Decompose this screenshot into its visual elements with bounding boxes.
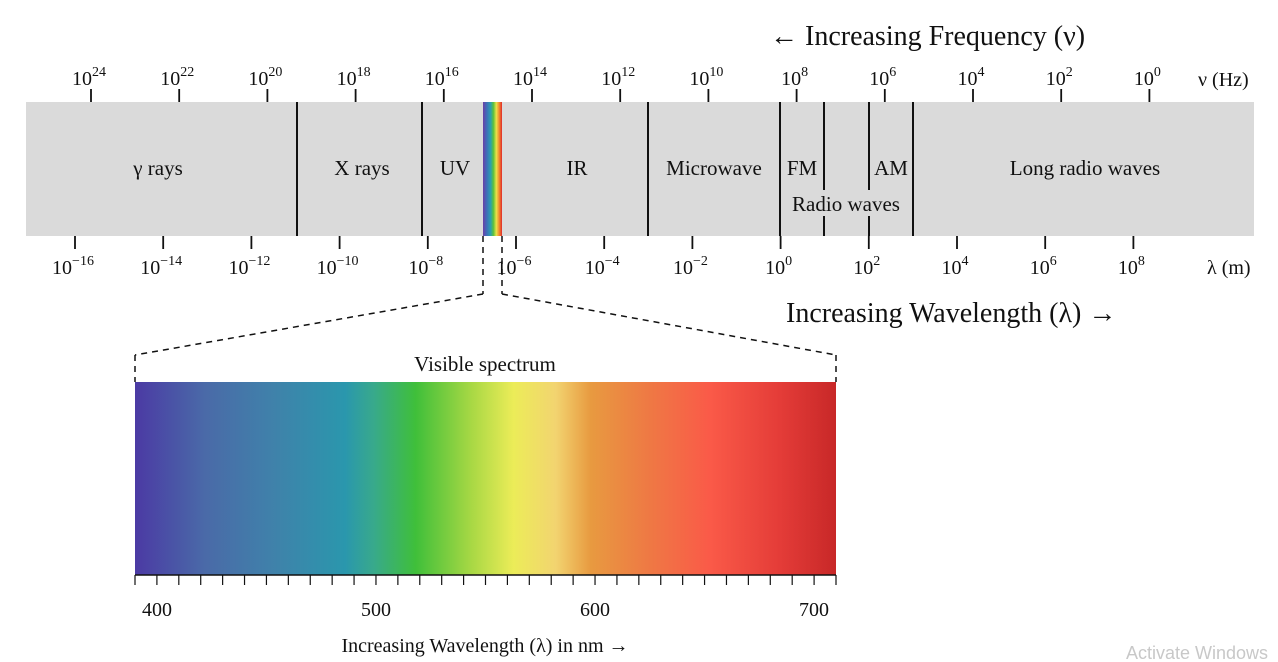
band-label-xray: X rays xyxy=(334,156,389,180)
wavelength-tick-label: 102 xyxy=(853,254,880,279)
zoom-right-diagonal xyxy=(501,293,837,356)
wavelength-tick-label: 100 xyxy=(765,254,792,279)
wavelength-axis-title: Increasing Wavelength (λ) → xyxy=(786,298,1116,329)
frequency-tick-label: 1010 xyxy=(689,65,723,90)
frequency-tick-label: 1012 xyxy=(601,65,635,90)
visible-axis-ticks xyxy=(134,575,837,585)
frequency-tick-label: 1018 xyxy=(337,65,371,90)
spectrum-band xyxy=(26,102,1254,236)
frequency-tick-label: 1014 xyxy=(513,65,547,90)
wavelength-tick-label: 106 xyxy=(1030,254,1057,279)
frequency-tick-label: 1016 xyxy=(425,65,459,90)
wavelength-unit-label: λ (m) xyxy=(1207,257,1251,279)
band-label-radio-waves: Radio waves xyxy=(792,192,900,216)
band-label-long-radio: Long radio waves xyxy=(1010,156,1160,180)
frequency-tick-label: 1024 xyxy=(72,65,106,90)
frequency-axis-title: ← Increasing Frequency (ν) xyxy=(770,21,1085,52)
band-label-fm: FM xyxy=(787,156,818,180)
band-label-gamma: γ rays xyxy=(132,156,183,180)
band-label-microwave: Microwave xyxy=(666,156,762,180)
visible-tick-label-400: 400 xyxy=(142,599,172,621)
wavelength-tick-label: 10−8 xyxy=(408,254,443,279)
zoom-left-diagonal xyxy=(134,293,484,356)
visible-spectrum-gradient xyxy=(135,382,836,575)
frequency-tick-label: 108 xyxy=(781,65,808,90)
wavelength-tick-label: 10−12 xyxy=(228,254,270,279)
frequency-tick-label: 106 xyxy=(869,65,896,90)
zoom-connector xyxy=(134,236,837,382)
visible-axis-label: Increasing Wavelength (λ) in nm → xyxy=(341,635,628,657)
visible-tick-label-600: 600 xyxy=(580,599,610,621)
wavelength-tick-label: 104 xyxy=(942,254,969,279)
band-dividers xyxy=(296,102,914,236)
frequency-tick-label: 100 xyxy=(1134,65,1161,90)
band-label-ir: IR xyxy=(567,156,588,180)
frequency-ticks: 1024 1022 1020 1018 1016 1014 1012 1010 108 106 10… xyxy=(72,65,1161,102)
band-label-uv: UV xyxy=(440,156,470,180)
band-label-am: AM xyxy=(874,156,908,180)
frequency-tick-label: 1022 xyxy=(160,65,194,90)
visible-tick-label-500: 500 xyxy=(361,599,391,621)
visible-band-mini xyxy=(483,102,502,236)
activate-windows-watermark: Activate Windows xyxy=(1126,643,1268,662)
frequency-tick-label: 102 xyxy=(1046,65,1073,90)
wavelength-tick-label: 10−6 xyxy=(497,254,532,279)
wavelength-tick-label: 10−14 xyxy=(140,254,182,279)
visible-spectrum-title: Visible spectrum xyxy=(414,352,556,376)
wavelength-tick-label: 108 xyxy=(1118,254,1145,279)
frequency-tick-label: 1020 xyxy=(248,65,282,90)
wavelength-ticks: 10−16 10−14 10−12 10−10 10−8 10−6 10−4 10−2 100 1… xyxy=(52,236,1145,279)
frequency-unit-label: ν (Hz) xyxy=(1198,69,1249,91)
wavelength-tick-label: 10−16 xyxy=(52,254,94,279)
wavelength-tick-label: 10−4 xyxy=(585,254,620,279)
visible-tick-label-700: 700 xyxy=(799,599,829,621)
frequency-tick-label: 104 xyxy=(958,65,985,90)
wavelength-tick-label: 10−10 xyxy=(317,254,359,279)
wavelength-tick-label: 10−2 xyxy=(673,254,708,279)
